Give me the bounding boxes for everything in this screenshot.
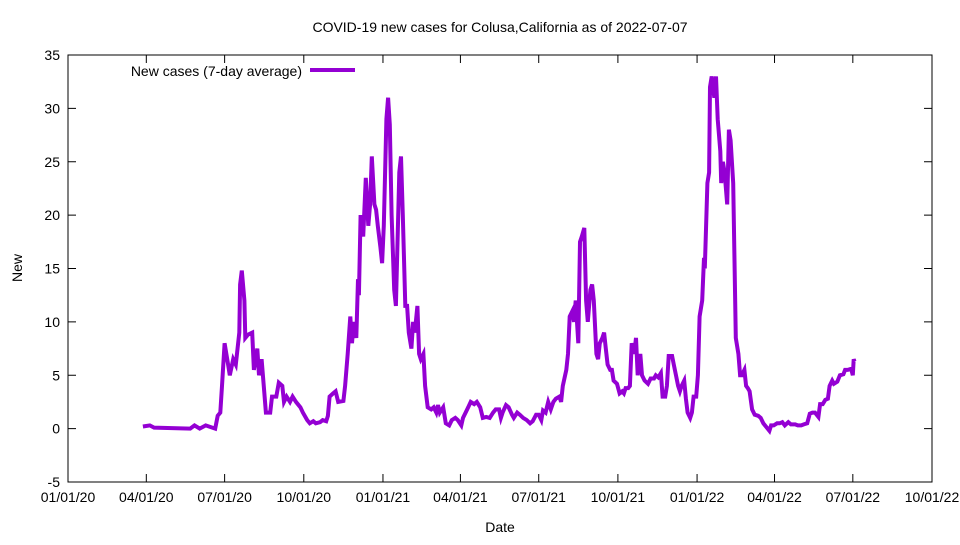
- x-tick-label: 04/01/22: [747, 489, 802, 505]
- axes: -5 0 5 10 15 20 25 30 35 01/01/20 04/01/20 07/01/20…: [41, 47, 960, 505]
- x-tick-label: 01/01/21: [356, 489, 411, 505]
- x-tick-label: 10/01/21: [591, 489, 646, 505]
- x-tick-label: 04/01/20: [119, 489, 174, 505]
- y-tick-label: 15: [44, 261, 60, 277]
- x-tick-label: 10/01/22: [905, 489, 960, 505]
- x-tick-label: 10/01/20: [277, 489, 332, 505]
- chart-title: COVID-19 new cases for Colusa,California…: [312, 19, 687, 35]
- plot-border: [67, 54, 933, 483]
- x-tick-label: 07/01/20: [197, 489, 252, 505]
- y-tick-label: 10: [44, 314, 60, 330]
- y-tick-label: 35: [44, 47, 60, 63]
- y-tick-label: 0: [52, 421, 60, 437]
- x-tick-label: 01/01/20: [41, 489, 96, 505]
- legend-label: New cases (7-day average): [131, 63, 302, 79]
- x-tick-label: 04/01/21: [433, 489, 488, 505]
- y-tick-label: 30: [44, 100, 60, 116]
- x-tick-label: 07/01/22: [826, 489, 881, 505]
- y-tick-label: 5: [52, 367, 60, 383]
- legend: New cases (7-day average): [131, 63, 355, 79]
- x-tick-label: 07/01/21: [511, 489, 566, 505]
- series-line-new-cases: [142, 76, 857, 435]
- y-tick-label: 20: [44, 207, 60, 223]
- x-axis-label: Date: [485, 519, 515, 535]
- y-tick-label: 25: [44, 154, 60, 170]
- y-axis-label: New: [9, 253, 25, 282]
- x-tick-label: 01/01/22: [670, 489, 725, 505]
- y-tick-label: -5: [48, 474, 61, 490]
